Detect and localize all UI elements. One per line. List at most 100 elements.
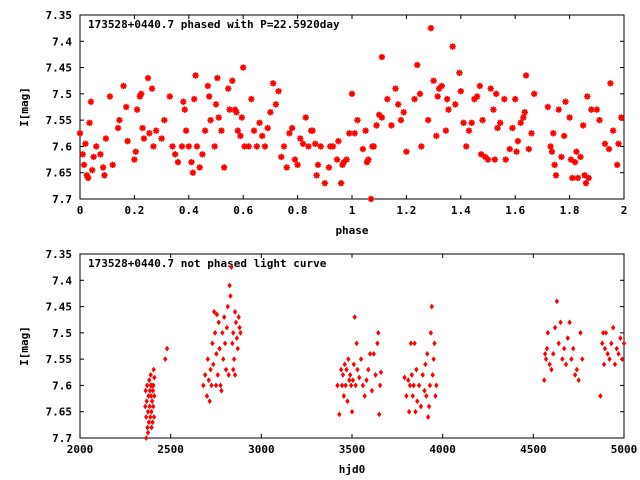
data-point: [338, 366, 344, 373]
data-point: [344, 366, 349, 373]
data-point: [414, 61, 421, 69]
data-point: [424, 393, 429, 399]
x-tick-label: 2500: [157, 443, 184, 456]
data-point: [359, 145, 367, 153]
data-point: [206, 377, 211, 384]
data-point: [497, 119, 504, 126]
data-point: [224, 324, 230, 331]
data-point: [573, 148, 580, 155]
data-point: [337, 411, 342, 418]
data-point: [131, 156, 138, 163]
data-point: [563, 361, 569, 368]
data-point: [456, 69, 463, 77]
data-point: [333, 156, 341, 163]
data-point: [354, 116, 361, 124]
data-point: [144, 398, 149, 405]
data-point: [161, 116, 168, 124]
data-point: [353, 382, 358, 389]
data-point: [574, 174, 581, 182]
data-point: [600, 340, 605, 347]
data-point: [350, 377, 356, 384]
data-point: [185, 143, 192, 150]
data-point: [213, 382, 219, 389]
data-point: [400, 109, 407, 116]
data-point: [607, 80, 614, 87]
data-point: [343, 382, 348, 389]
data-point: [378, 114, 386, 121]
data-point: [278, 153, 285, 161]
data-point: [423, 361, 428, 368]
data-point: [178, 143, 186, 150]
data-point: [360, 382, 366, 389]
data-point: [150, 143, 157, 150]
data-point: [82, 140, 89, 147]
data-point: [229, 264, 234, 271]
chart-title: 173528+0440.7 phased with P=22.5920day: [88, 18, 340, 31]
data-point: [93, 143, 100, 150]
data-point: [340, 372, 346, 378]
x-tick-label: 0.2: [124, 204, 144, 217]
data-point: [297, 135, 304, 142]
data-point: [554, 298, 560, 305]
data-point: [406, 408, 412, 415]
data-point: [253, 143, 260, 150]
data-point: [438, 82, 445, 90]
data-point: [371, 350, 376, 357]
data-point: [237, 132, 244, 140]
data-point: [220, 164, 228, 171]
y-tick-label: 7.5: [52, 327, 72, 340]
data-point: [435, 85, 443, 92]
data-point: [312, 140, 319, 147]
y-tick-label: 7.45: [46, 301, 73, 314]
data-point: [238, 114, 246, 121]
data-point: [231, 329, 236, 336]
data-point: [212, 308, 217, 315]
data-point: [302, 114, 309, 121]
data-point: [231, 366, 236, 373]
data-point: [234, 127, 241, 134]
data-point: [149, 424, 154, 431]
data-point: [408, 340, 414, 347]
data-point: [576, 377, 581, 384]
x-tick-label: 5000: [611, 443, 638, 456]
data-point: [201, 382, 206, 389]
data-point: [223, 366, 229, 373]
data-point: [99, 164, 107, 171]
data-point: [506, 145, 513, 153]
data-point: [615, 140, 622, 147]
data-point: [580, 122, 587, 129]
data-point: [605, 145, 613, 153]
data-point: [449, 43, 456, 50]
data-point: [269, 80, 277, 87]
data-point: [614, 345, 619, 352]
data-point: [528, 130, 535, 137]
data-point: [571, 345, 576, 352]
data-point: [609, 340, 614, 347]
data-point: [378, 53, 386, 61]
y-tick-label: 7.5: [52, 88, 72, 101]
data-point: [206, 93, 213, 100]
data-point: [346, 130, 353, 137]
data-point: [348, 382, 354, 389]
data-point: [151, 366, 156, 373]
data-point: [560, 132, 568, 140]
data-point: [569, 174, 576, 182]
x-axis-label: phase: [335, 224, 368, 237]
data-point: [457, 88, 464, 95]
data-point: [212, 329, 218, 336]
data-point: [601, 140, 609, 147]
data-point: [582, 180, 590, 187]
data-point: [418, 143, 425, 150]
data-point: [347, 377, 352, 384]
data-point: [406, 377, 411, 384]
data-point: [509, 124, 516, 132]
data-point: [286, 130, 293, 137]
data-point: [413, 408, 418, 415]
data-point: [339, 382, 345, 389]
data-point: [609, 127, 617, 134]
data-point: [376, 329, 381, 336]
data-point: [478, 151, 485, 158]
data-point: [558, 319, 563, 326]
data-point: [182, 127, 190, 134]
data-point: [221, 314, 227, 320]
